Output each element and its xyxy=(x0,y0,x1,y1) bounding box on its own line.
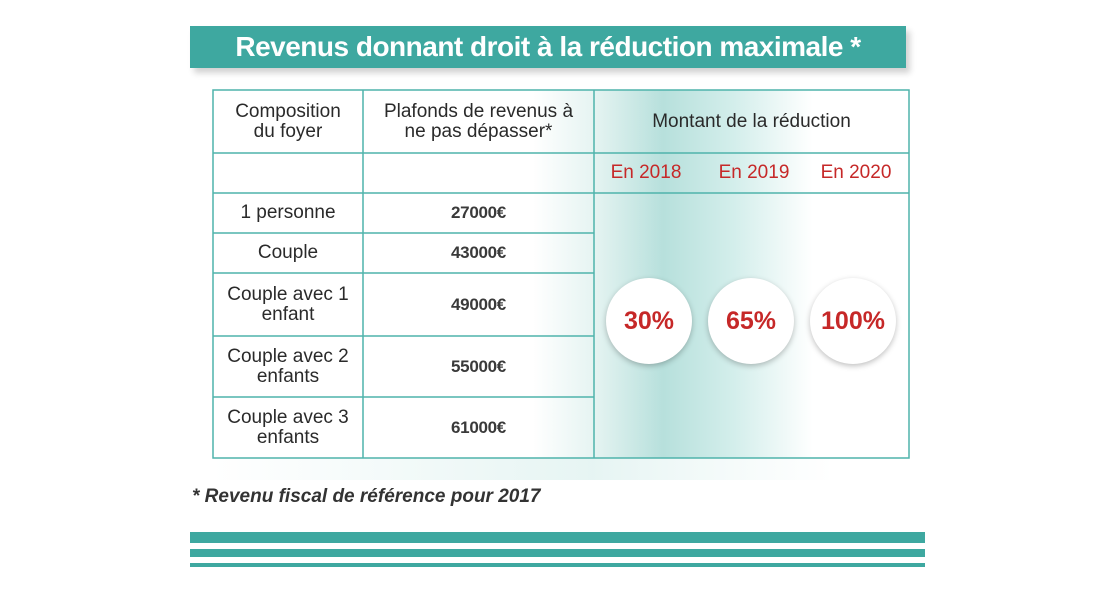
year-2019: En 2019 xyxy=(718,162,790,183)
row-value: 55000€ xyxy=(451,356,506,376)
row-label: Couple avec 1 enfant xyxy=(213,273,363,336)
header-montant-label: Montant de la réduction xyxy=(652,110,851,132)
row-label: 1 personne xyxy=(240,202,336,223)
header-plafonds-label: Plafonds de revenus à ne pas dépasser* xyxy=(383,100,574,142)
page-title: Revenus donnant droit à la réduction max… xyxy=(190,26,906,68)
decorative-stripe xyxy=(190,563,925,567)
row-label: Couple xyxy=(257,242,319,263)
footnote: * Revenu fiscal de référence pour 2017 xyxy=(192,486,541,507)
percentage-2019-badge: 65% xyxy=(708,278,794,364)
row-label: Couple avec 3 enfants xyxy=(213,397,363,458)
percentage-2018-badge: 30% xyxy=(606,278,692,364)
header-composition: Composition du foyer xyxy=(213,90,363,153)
table-fade xyxy=(213,458,909,480)
row-value: 61000€ xyxy=(451,417,506,437)
row-label: Couple avec 2 enfants xyxy=(213,336,363,397)
row-value: 43000€ xyxy=(451,243,506,262)
header-composition-label: Composition du foyer xyxy=(235,100,341,142)
header-plafonds: Plafonds de revenus à ne pas dépasser* xyxy=(363,90,594,153)
header-montant: Montant de la réduction xyxy=(594,90,909,153)
row-label-text: Couple avec 2 enfants xyxy=(227,345,349,387)
decorative-stripe xyxy=(190,549,925,557)
year-2020: En 2020 xyxy=(820,162,892,183)
percentage-2020-badge: 100% xyxy=(810,278,896,364)
row-label-text: Couple avec 1 enfant xyxy=(227,283,349,325)
year-2018: En 2018 xyxy=(610,162,682,183)
row-value: 27000€ xyxy=(451,203,506,222)
decorative-stripe xyxy=(190,532,925,543)
row-label-text: Couple avec 3 enfants xyxy=(227,406,349,448)
row-value: 49000€ xyxy=(451,294,506,314)
